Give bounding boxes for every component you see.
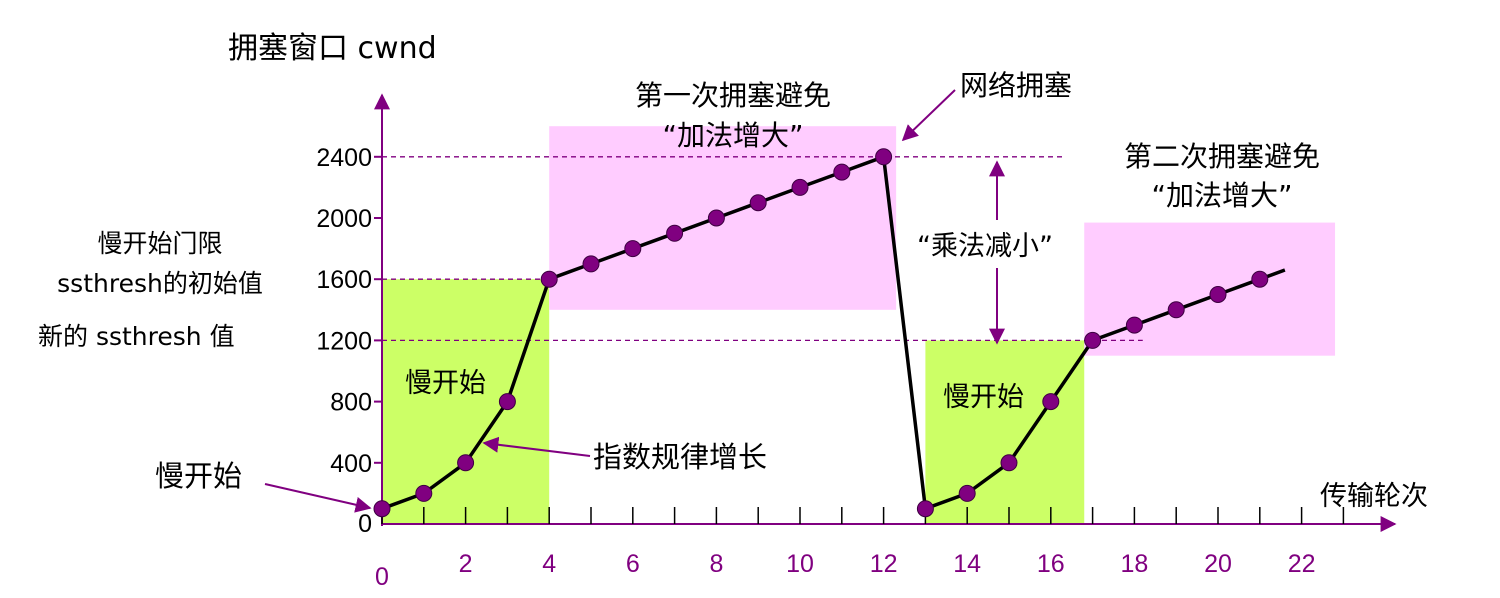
data-point-2	[457, 454, 475, 472]
data-point-19	[1167, 301, 1185, 319]
data-point-7	[666, 224, 684, 242]
x-tick-label-20: 20	[1204, 550, 1232, 578]
data-point-6	[624, 240, 642, 258]
x-tick-label-4: 4	[542, 550, 556, 578]
y-tick-label-400: 400	[330, 450, 372, 478]
x-axis-title: 传输轮次	[1320, 481, 1428, 512]
region-label-slow-start-1: 慢开始	[405, 368, 486, 399]
x-tick-label-6: 6	[626, 550, 640, 578]
slow-start-start-label: 慢开始	[155, 459, 242, 493]
threshold-line-layer	[382, 156, 1143, 342]
y-tick-label-1200: 1200	[316, 327, 372, 355]
x-tick-label-18: 18	[1120, 550, 1148, 578]
region-congestion-avoidance-4	[1084, 222, 1336, 356]
y-tick-label-1600: 1600	[316, 266, 372, 294]
data-point-10	[791, 178, 809, 196]
data-point-12	[875, 148, 893, 166]
x-tick-label-10: 10	[786, 550, 814, 578]
data-point-20	[1209, 286, 1227, 303]
exponential-growth-arrow	[482, 436, 591, 457]
x-tick-label-2: 2	[459, 550, 473, 578]
data-point-9	[749, 194, 767, 212]
x-tick-label-8: 8	[709, 550, 723, 578]
region-label-avoidance-1-line2: “加法增大”	[662, 119, 803, 152]
region-label-avoidance-2-line2: “加法增大”	[1151, 179, 1292, 212]
congestion-arrow	[901, 89, 956, 142]
x-tick-label-0: 0	[375, 563, 389, 591]
initial-ssthresh-label-line2: ssthresh的初始值	[57, 269, 263, 298]
axes	[374, 93, 1397, 532]
x-tick-label-12: 12	[870, 550, 898, 578]
data-point-1	[415, 484, 433, 502]
initial-ssthresh-label-line1: 慢开始门限	[97, 229, 222, 258]
data-point-11	[833, 163, 851, 181]
x-tick-label-16: 16	[1037, 550, 1065, 578]
data-point-5	[582, 255, 600, 273]
slow-start-arrow	[264, 483, 372, 513]
series-layer	[373, 148, 1286, 518]
region-label-avoidance-2-line1: 第二次拥塞避免	[1124, 140, 1320, 173]
y-tick-label-800: 800	[330, 389, 372, 417]
data-point-15	[1000, 454, 1018, 472]
y-tick-label-0: 0	[358, 510, 372, 538]
data-point-0	[373, 500, 391, 518]
region-label-avoidance-1-line1: 第一次拥塞避免	[635, 79, 831, 112]
new-ssthresh-label: 新的 ssthresh 值	[38, 322, 235, 351]
y-tick-label-2400: 2400	[316, 144, 372, 172]
data-point-4	[540, 270, 558, 288]
data-point-18	[1125, 316, 1143, 334]
data-point-14	[958, 484, 976, 502]
region-slow-start-1	[382, 279, 550, 524]
data-point-3	[498, 393, 516, 411]
x-tick-label-22: 22	[1288, 550, 1316, 578]
multiplicative-decrease-label: “乘法减小”	[917, 231, 1053, 262]
data-point-13	[916, 500, 934, 518]
exponential-growth-label: 指数规律增长	[593, 440, 767, 474]
tick-layer: 0 2 4 6 8 10 12 14 16 18 20 22 0 400 800 1200 1600 2000 24…	[316, 144, 1315, 591]
data-point-21	[1251, 270, 1269, 288]
y-tick-label-2000: 2000	[316, 205, 372, 233]
region-label-slow-start-2: 慢开始	[943, 382, 1024, 413]
y-axis-title: 拥塞窗口 cwnd	[228, 31, 437, 66]
x-tick-label-14: 14	[953, 550, 981, 578]
congestion-label: 网络拥塞	[960, 69, 1072, 102]
region-slow-start-3	[925, 340, 1085, 524]
data-point-16	[1042, 393, 1060, 411]
data-point-8	[707, 209, 725, 227]
data-point-17	[1084, 331, 1102, 349]
